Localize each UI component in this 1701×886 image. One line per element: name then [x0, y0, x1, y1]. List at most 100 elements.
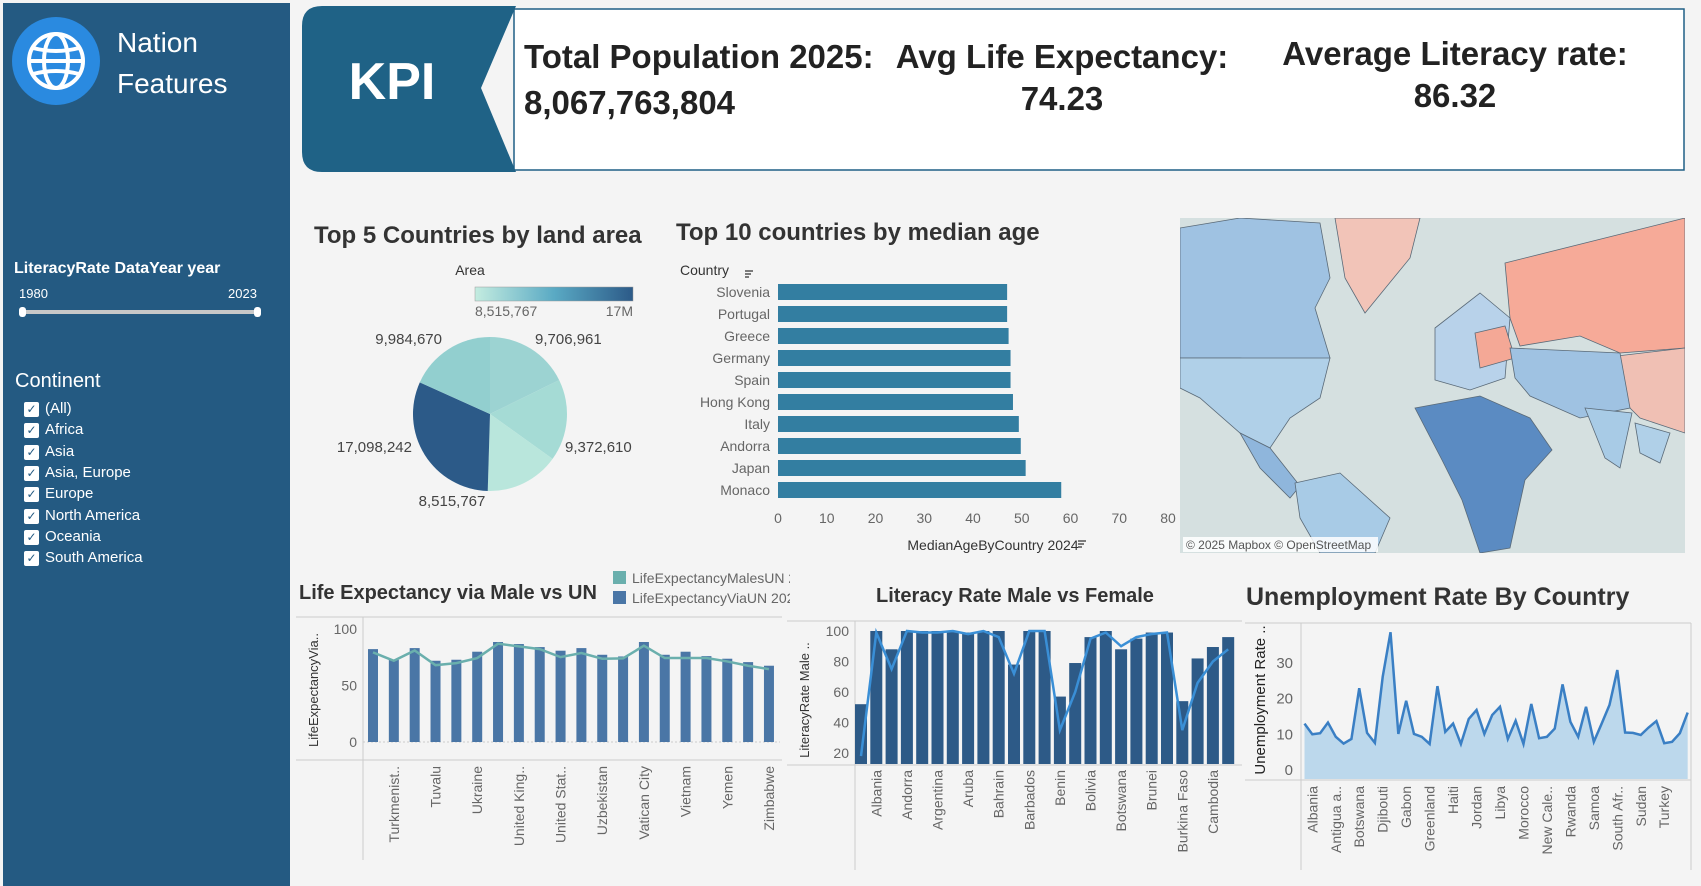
literacy-bar: [1023, 631, 1036, 764]
life-expectancy-chart-title: Life Expectancy via Male vs UN: [299, 582, 597, 604]
x-category-label: Rwanda: [1562, 786, 1578, 838]
median-age-bar: [778, 328, 1009, 344]
continent-option-label[interactable]: South America: [45, 549, 143, 567]
literacy-bar: [855, 704, 867, 764]
life-expectancy-bar: [722, 658, 733, 742]
pie-slice-label: 9,372,610: [565, 439, 632, 456]
median-age-chart-title: Top 10 countries by median age: [676, 219, 1040, 246]
continent-checkbox[interactable]: ✓: [24, 423, 39, 439]
life-expectancy-bar: [597, 654, 608, 742]
life-expectancy-bar: [430, 660, 441, 742]
x-category-label: Uzbekistan: [594, 766, 610, 835]
literacy-bar: [992, 631, 1005, 764]
map-region-india: [1584, 407, 1633, 469]
literacy-chart-title: Literacy Rate Male vs Female: [876, 585, 1154, 607]
literacy-bar: [1161, 632, 1173, 764]
median-age-bar: [778, 482, 1062, 498]
year-slider-max-handle[interactable]: [254, 307, 261, 317]
median-age-x-tick: 20: [868, 510, 884, 526]
x-category-label: Tuvalu: [428, 766, 444, 808]
median-age-bar: [778, 438, 1021, 454]
avg-life-expectancy-label: Avg Life Expectancy:: [895, 38, 1229, 75]
x-category-label: Antigua a..: [1328, 786, 1344, 853]
continent-option-label[interactable]: Europe: [45, 485, 94, 503]
median-age-y-label: Country: [680, 262, 729, 278]
y-tick: 80: [833, 654, 849, 670]
legend-swatch-males: [613, 571, 626, 584]
life-expectancy-bar: [638, 641, 649, 742]
sidebar: [3, 3, 290, 886]
median-age-category-label: Germany: [712, 350, 770, 366]
pie-slice: [412, 382, 490, 491]
median-age-bar: [778, 416, 1019, 432]
continent-checkbox[interactable]: ✓: [24, 487, 39, 503]
literacy-bar: [1008, 664, 1020, 764]
literacy-bar: [1038, 631, 1051, 764]
total-population-value: 8,067,763,804: [524, 84, 736, 121]
x-category-label: Argentina: [930, 770, 946, 830]
map-region-europe: [1434, 292, 1511, 391]
globe-icon: [12, 17, 100, 105]
total-population-label: Total Population 2025:: [524, 38, 874, 75]
continent-option-label[interactable]: Asia: [45, 442, 75, 460]
literacy-bar: [900, 631, 913, 764]
median-age-category-label: Andorra: [720, 438, 770, 454]
app-title-line2: Features: [117, 68, 228, 99]
continent-checkbox[interactable]: ✓: [24, 508, 39, 524]
median-age-bar: [778, 460, 1026, 476]
life-expectancy-bar: [618, 656, 629, 742]
median-age-category-label: Greece: [724, 328, 770, 344]
x-category-label: Brunei: [1144, 770, 1160, 810]
literacy-bar: [1145, 632, 1158, 764]
life-expectancy-bar: [701, 656, 712, 742]
y-axis-title: LiteracyRate Male ..: [797, 642, 812, 758]
x-category-label: Zimbabwe: [761, 766, 777, 831]
literacy-bar: [1099, 631, 1112, 764]
median-age-bar: [778, 394, 1013, 410]
year-slider-min-handle[interactable]: [19, 307, 26, 317]
kpi-box: [513, 8, 1685, 171]
unemployment-chart: 0 10 20 30 Unemployment Rate .. Albania Antigu…: [1245, 622, 1692, 870]
continent-option-label[interactable]: North America: [45, 506, 141, 524]
pie-slice-label: 9,706,961: [535, 331, 602, 348]
median-age-bar: [778, 306, 1008, 322]
life-expectancy-bar: [534, 647, 545, 742]
pie-slice-label: 17,098,242: [337, 439, 412, 456]
median-age-category-label: Monaco: [720, 482, 770, 498]
continent-checkbox[interactable]: ✓: [24, 529, 39, 545]
median-age-x-tick: 30: [916, 510, 932, 526]
x-category-label: Burkina Faso: [1174, 770, 1190, 853]
year-slider-max: 2023: [228, 286, 257, 301]
x-category-label: Turkey: [1656, 786, 1672, 828]
pie-legend-title: Area: [455, 262, 485, 278]
life-expectancy-bar: [763, 665, 774, 742]
continent-option-label[interactable]: Oceania: [45, 527, 101, 545]
map-region-central-america: [1238, 432, 1301, 499]
continent-checkbox[interactable]: ✓: [24, 402, 39, 417]
y-tick: 0: [1285, 762, 1293, 779]
median-age-x-tick: 80: [1160, 510, 1176, 526]
x-category-label: Bolivia: [1083, 770, 1099, 811]
continent-checkbox[interactable]: ✓: [24, 465, 39, 481]
avg-life-expectancy-value: 74.23: [1020, 80, 1104, 117]
continent-option-label[interactable]: Asia, Europe: [45, 463, 131, 481]
map-region-russia: [1504, 218, 1685, 354]
year-slider-track[interactable]: [22, 310, 258, 314]
y-tick: 20: [1276, 691, 1293, 708]
y-tick: 10: [1276, 726, 1293, 743]
x-category-label: Morocco: [1515, 786, 1531, 840]
legend-label-males: LifeExpectancyMalesUN 20..: [632, 570, 790, 586]
continent-option-label[interactable]: Africa: [45, 421, 84, 439]
x-category-label: United Stat..: [553, 766, 569, 843]
x-category-label: Cambodia: [1205, 770, 1221, 834]
pie-legend-gradient: [474, 286, 634, 302]
legend-swatch-un: [613, 591, 626, 604]
x-category-label: Andorra: [899, 770, 915, 820]
median-age-bar: [778, 350, 1011, 366]
continent-checkbox[interactable]: ✓: [24, 444, 39, 460]
world-map[interactable]: © 2025 Mapbox © OpenStreetMap: [1180, 218, 1685, 553]
continent-checkbox[interactable]: ✓: [24, 551, 39, 567]
continent-option-label[interactable]: (All): [45, 400, 72, 417]
x-category-label: Haiti: [1445, 786, 1461, 814]
